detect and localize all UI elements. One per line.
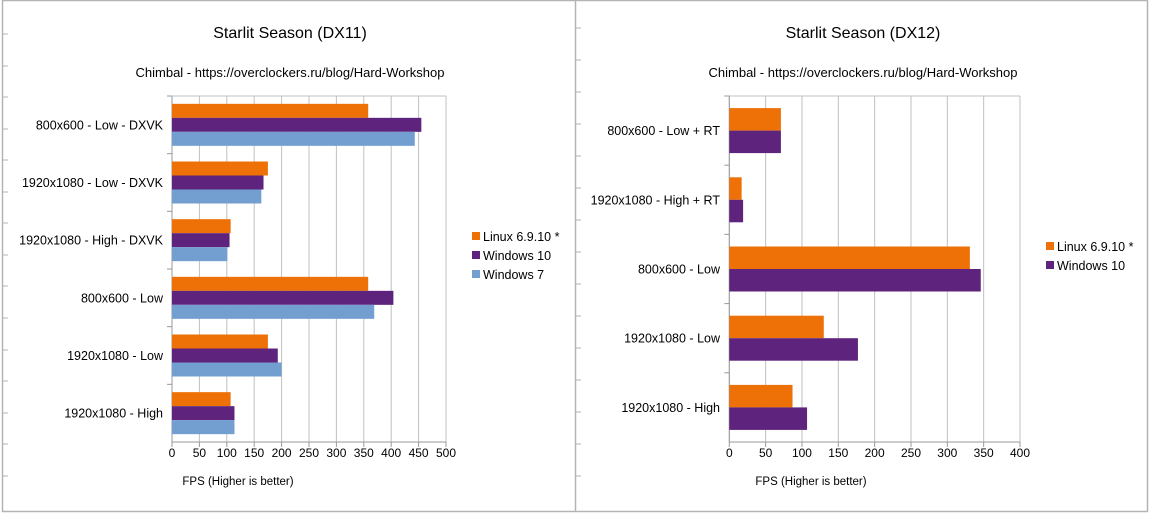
bar-win7 (172, 420, 235, 435)
x-tick-label: 250 (901, 446, 921, 460)
bar-linux (172, 276, 369, 291)
category-label: 1920x1080 - High (621, 401, 720, 415)
x-tick-label: 250 (299, 446, 319, 460)
bar-linux (729, 315, 824, 339)
chart-subtitle: Chimbal - https://overclockers.ru/blog/H… (709, 65, 1018, 80)
bar-linux (172, 161, 268, 176)
bar-win10 (729, 130, 781, 154)
legend-label: Linux 6.9.10 * (483, 230, 560, 244)
x-axis-title: FPS (Higher is better) (755, 476, 866, 488)
category-label: 800x600 - Low (638, 263, 721, 277)
x-tick-label: 300 (326, 446, 346, 460)
bar-win10 (172, 348, 278, 363)
legend-swatch-linux (1046, 242, 1054, 250)
chart-title: Starlit Season (DX11) (213, 25, 367, 42)
category-label: 1920x1080 - Low (624, 332, 721, 346)
x-tick-label: 50 (759, 446, 773, 460)
bar-win10 (729, 269, 981, 292)
chart-subtitle: Chimbal - https://overclockers.ru/blog/H… (136, 65, 445, 80)
legend-swatch-linux (472, 232, 480, 240)
category-label: 1920x1080 - High + RT (591, 193, 721, 207)
legend-swatch-win7 (472, 270, 480, 278)
x-tick-label: 0 (726, 446, 733, 460)
category-label: 1920x1080 - High - DXVK (19, 234, 163, 248)
legend: Linux 6.9.10 * Windows 10 (1046, 240, 1134, 273)
x-axis-title: FPS (Higher is better) (182, 476, 293, 488)
bar-linux (729, 108, 781, 131)
x-tick-label: 50 (193, 446, 207, 460)
bar-win10 (172, 175, 264, 190)
bar-linux (729, 177, 742, 200)
bar-linux (172, 334, 268, 349)
legend-label: Windows 10 (1057, 259, 1125, 273)
x-tick-label: 400 (381, 446, 401, 460)
category-label: 800x600 - Low + RT (607, 124, 720, 138)
category-label: 1920x1080 - High (64, 407, 163, 421)
x-tick-label: 200 (272, 446, 292, 460)
bar-win10 (729, 338, 858, 361)
bar-win10 (172, 117, 422, 132)
bar-win7 (172, 304, 375, 319)
bar-win7 (172, 362, 282, 377)
category-label: 1920x1080 - Low - DXVK (22, 176, 164, 190)
bar-win10 (172, 290, 394, 305)
legend-swatch-win10 (472, 251, 480, 259)
bar-win10 (172, 406, 235, 421)
legend-label: Windows 10 (483, 249, 551, 263)
bar-win7 (172, 131, 415, 146)
x-tick-label: 100 (792, 446, 812, 460)
chart-2: Starlit Season (DX12) Chimbal - https://o… (591, 25, 1134, 488)
x-tick-label: 500 (436, 446, 456, 460)
x-tick-label: 150 (828, 446, 848, 460)
x-tick-label: 450 (409, 446, 429, 460)
x-tick-label: 400 (1010, 446, 1030, 460)
x-tick-label: 350 (974, 446, 994, 460)
bar-win7 (172, 189, 262, 204)
category-label: 800x600 - Low - DXVK (36, 118, 164, 132)
chart-1: Starlit Season (DX11) Chimbal - https://o… (19, 25, 559, 488)
category-label: 800x600 - Low (81, 291, 164, 305)
bar-win7 (172, 247, 228, 262)
x-tick-label: 300 (937, 446, 957, 460)
bar-win10 (172, 233, 230, 248)
bar-linux (729, 246, 970, 269)
category-label: 1920x1080 - Low (67, 349, 164, 363)
x-tick-label: 350 (354, 446, 374, 460)
x-tick-label: 100 (217, 446, 237, 460)
chart-title: Starlit Season (DX12) (786, 25, 941, 42)
bar-linux (172, 103, 369, 118)
bar-linux (172, 392, 231, 407)
bar-linux (172, 219, 231, 234)
legend: Linux 6.9.10 * Windows 10 Windows 7 (472, 230, 560, 282)
legend-label: Windows 7 (483, 268, 544, 282)
legend-swatch-win10 (1046, 261, 1054, 269)
x-tick-label: 150 (244, 446, 264, 460)
bar-win10 (729, 407, 808, 430)
bar-win10 (729, 199, 744, 223)
x-tick-label: 0 (169, 446, 176, 460)
bar-linux (729, 384, 793, 408)
x-tick-label: 200 (865, 446, 885, 460)
legend-label: Linux 6.9.10 * (1057, 240, 1134, 254)
